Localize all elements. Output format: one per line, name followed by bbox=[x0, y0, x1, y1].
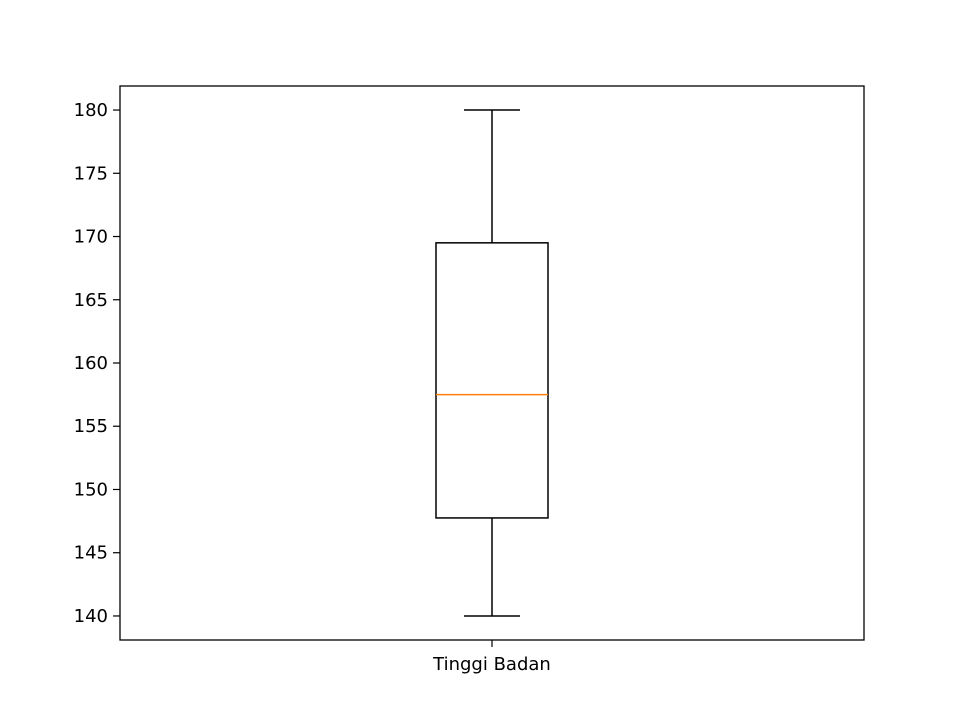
y-tick-label: 155 bbox=[74, 416, 108, 437]
y-tick-label: 175 bbox=[74, 163, 108, 184]
y-tick-label: 145 bbox=[74, 543, 108, 564]
box-series bbox=[435, 109, 549, 617]
y-tick-label: 160 bbox=[74, 353, 108, 374]
box-iqr bbox=[435, 242, 549, 519]
plot-frame bbox=[119, 85, 865, 641]
y-tick-label: 165 bbox=[74, 290, 108, 311]
y-tick-label: 180 bbox=[74, 100, 108, 121]
box-plot-item bbox=[435, 109, 549, 617]
y-tick-label: 140 bbox=[74, 606, 108, 627]
y-tick-label: 150 bbox=[74, 479, 108, 500]
x-axis-ticks: Tinggi Badan bbox=[432, 640, 551, 675]
y-tick-label: 170 bbox=[74, 227, 108, 248]
x-tick-label: Tinggi Badan bbox=[432, 654, 551, 675]
y-axis-ticks: 140 145 150 155 160 165 170 175 180 bbox=[74, 100, 120, 627]
